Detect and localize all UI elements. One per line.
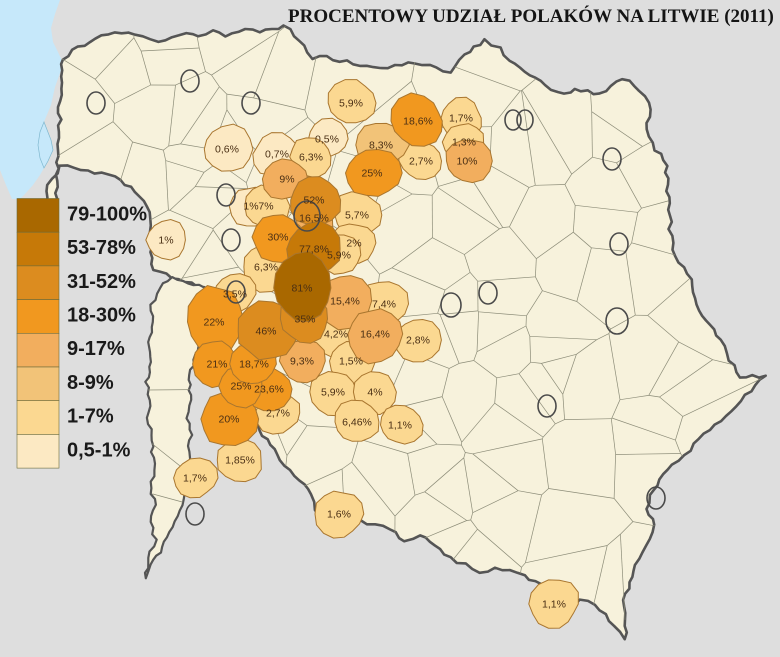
svg-text:15,4%: 15,4% [330, 296, 360, 308]
svg-text:9%: 9% [279, 174, 294, 186]
svg-text:9,3%: 9,3% [290, 356, 314, 368]
svg-text:1,5%: 1,5% [339, 356, 363, 368]
svg-text:6,46%: 6,46% [342, 417, 372, 429]
svg-text:18,6%: 18,6% [403, 116, 433, 128]
svg-text:2,7%: 2,7% [266, 408, 290, 420]
svg-text:25%: 25% [361, 168, 382, 180]
svg-text:25%: 25% [230, 381, 251, 393]
svg-text:0,7%: 0,7% [265, 149, 289, 161]
svg-text:16,5%: 16,5% [299, 213, 329, 225]
svg-text:1-7%: 1-7% [67, 406, 114, 428]
svg-text:9-17%: 9-17% [67, 338, 125, 360]
svg-text:5,9%: 5,9% [339, 98, 363, 110]
svg-text:7%: 7% [258, 201, 273, 213]
svg-text:35%: 35% [294, 314, 315, 326]
svg-text:3,5%: 3,5% [223, 289, 247, 301]
svg-text:18,7%: 18,7% [239, 359, 269, 371]
svg-text:10%: 10% [456, 156, 477, 168]
svg-text:8-9%: 8-9% [67, 372, 114, 394]
svg-text:79-100%: 79-100% [67, 203, 147, 225]
svg-text:16,4%: 16,4% [360, 329, 390, 341]
svg-text:2,7%: 2,7% [409, 156, 433, 168]
svg-text:20%: 20% [218, 414, 239, 426]
svg-text:0,6%: 0,6% [215, 144, 239, 156]
svg-text:23,6%: 23,6% [254, 384, 284, 396]
svg-text:1,7%: 1,7% [449, 113, 473, 125]
svg-text:22%: 22% [203, 317, 224, 329]
svg-text:7,4%: 7,4% [372, 299, 396, 311]
svg-text:1%: 1% [158, 235, 173, 247]
svg-text:31-52%: 31-52% [67, 271, 136, 293]
svg-text:0,5-1%: 0,5-1% [67, 439, 131, 461]
svg-text:21%: 21% [206, 359, 227, 371]
svg-text:1,7%: 1,7% [183, 473, 207, 485]
svg-text:1,6%: 1,6% [327, 509, 351, 521]
svg-text:52%: 52% [303, 195, 324, 207]
svg-text:8,3%: 8,3% [369, 140, 393, 152]
svg-text:4,2%: 4,2% [324, 329, 348, 341]
svg-text:0,5%: 0,5% [315, 134, 339, 146]
svg-text:81%: 81% [291, 283, 312, 295]
svg-text:2,8%: 2,8% [406, 335, 430, 347]
svg-text:6,3%: 6,3% [254, 262, 278, 274]
svg-text:4%: 4% [367, 387, 382, 399]
svg-text:6,3%: 6,3% [299, 152, 323, 164]
svg-text:30%: 30% [267, 232, 288, 244]
svg-text:2%: 2% [346, 238, 361, 250]
svg-text:77,8%: 77,8% [299, 244, 329, 256]
svg-text:5,7%: 5,7% [345, 210, 369, 222]
svg-text:18-30%: 18-30% [67, 305, 136, 327]
svg-text:5,9%: 5,9% [327, 250, 351, 262]
svg-text:1,1%: 1,1% [388, 420, 412, 432]
svg-text:1,85%: 1,85% [225, 455, 255, 467]
svg-text:53-78%: 53-78% [67, 237, 136, 259]
svg-text:1,1%: 1,1% [542, 599, 566, 611]
svg-text:1,3%: 1,3% [452, 137, 476, 149]
svg-text:5,9%: 5,9% [321, 387, 345, 399]
svg-text:46%: 46% [255, 326, 276, 338]
svg-text:1%: 1% [243, 201, 258, 213]
